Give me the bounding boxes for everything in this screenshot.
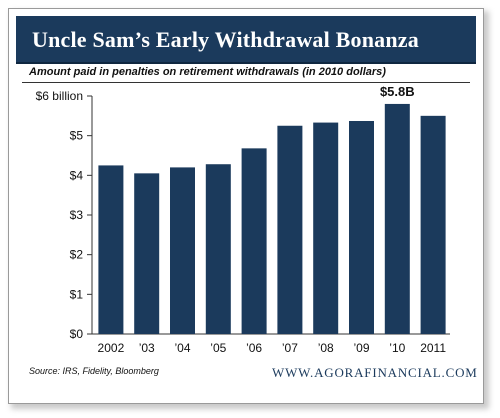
y-tick-label: $3 bbox=[70, 208, 84, 222]
y-tick-label: $1 bbox=[70, 287, 84, 301]
bar bbox=[134, 173, 160, 334]
x-tick-label: ’04 bbox=[174, 341, 190, 355]
y-tick-label: $5 bbox=[70, 129, 84, 143]
y-tick-label: $4 bbox=[70, 168, 84, 182]
bar bbox=[384, 103, 410, 334]
bar bbox=[277, 125, 303, 334]
x-tick-label: 2002 bbox=[98, 341, 125, 355]
y-tick-label: $6 billion bbox=[36, 89, 83, 103]
x-tick-label: ’05 bbox=[210, 341, 226, 355]
x-tick-label: ’09 bbox=[353, 341, 369, 355]
x-tick-label: ’03 bbox=[139, 341, 155, 355]
x-tick-label: 2011 bbox=[420, 341, 446, 355]
subtitle-divider bbox=[22, 82, 470, 83]
x-tick-label: ’10 bbox=[389, 341, 405, 355]
bar bbox=[420, 115, 446, 334]
title-banner: Uncle Sam’s Early Withdrawal Bonanza bbox=[16, 16, 476, 64]
bar bbox=[205, 164, 231, 334]
bar bbox=[349, 120, 374, 335]
chart-title: Uncle Sam’s Early Withdrawal Bonanza bbox=[32, 27, 419, 52]
x-tick-label: ’08 bbox=[318, 341, 334, 355]
bar bbox=[241, 148, 267, 334]
bar bbox=[170, 167, 195, 334]
bar bbox=[98, 165, 124, 334]
y-tick-label: $0 bbox=[70, 327, 84, 341]
y-tick-label: $2 bbox=[70, 248, 84, 262]
bar bbox=[313, 122, 339, 335]
website-link[interactable]: WWW.AGORAFINANCIAL.COM bbox=[272, 365, 478, 380]
chart-subtitle: Amount paid in penalties on retirement w… bbox=[29, 66, 386, 78]
source-note: Source: IRS, Fidelity, Bloomberg bbox=[29, 366, 159, 376]
x-tick-label: ’06 bbox=[246, 341, 262, 355]
data-label: $5.8B bbox=[380, 84, 415, 99]
x-tick-label: ’07 bbox=[282, 341, 298, 355]
